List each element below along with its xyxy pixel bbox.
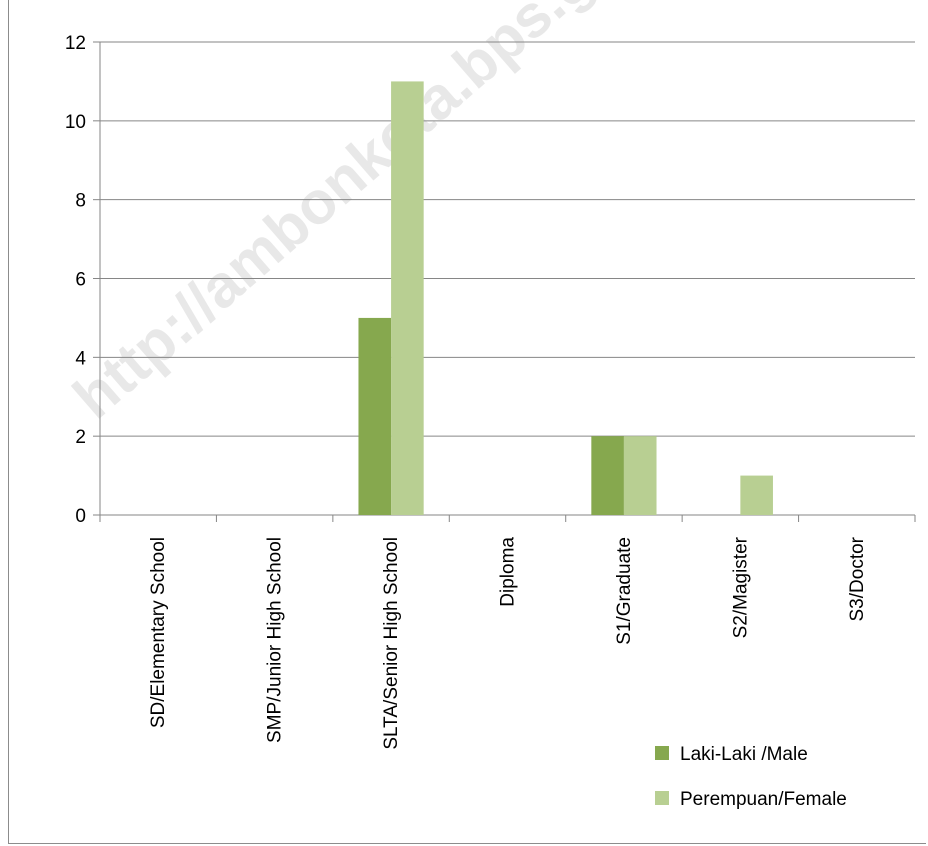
legend-swatch [655, 791, 669, 805]
chart-frame [8, 0, 926, 844]
y-tick-label: 8 [75, 191, 86, 212]
x-tick-label: S2/Magister [730, 536, 751, 638]
legend-label: Perempuan/Female [680, 789, 847, 810]
y-tick-label: 2 [75, 427, 86, 448]
bar-male-4 [591, 436, 624, 515]
y-tick-label: 6 [75, 270, 86, 291]
y-tick-label: 0 [75, 506, 86, 527]
bar-female-4 [623, 436, 657, 515]
legend-swatch [655, 746, 669, 760]
x-tick-label: SMP/Junior High School [265, 537, 286, 743]
x-tick-label: S3/Doctor [847, 536, 868, 621]
tick-labels: 0 2 4 6 8 10 12 SD/Elementary School SMP/Junior … [65, 33, 868, 750]
bar-female-5 [740, 475, 773, 515]
x-tick-label: SD/Elementary School [148, 537, 169, 728]
y-tick-label: 10 [65, 112, 86, 133]
axes [93, 41, 916, 522]
bars [358, 81, 773, 516]
bar-female-2 [391, 81, 424, 516]
y-tick-label: 4 [75, 348, 86, 369]
bar-male-2 [358, 317, 392, 515]
gridlines [100, 41, 915, 437]
y-tick-label: 12 [65, 33, 86, 54]
x-tick-label: S1/Graduate [614, 537, 635, 645]
x-tick-label: SLTA/Senior High School [381, 537, 402, 750]
legend-label: Laki-Laki /Male [680, 744, 808, 765]
legend: Laki-Laki /Male Perempuan/Female [655, 744, 847, 810]
x-tick-label: Diploma [498, 537, 519, 607]
